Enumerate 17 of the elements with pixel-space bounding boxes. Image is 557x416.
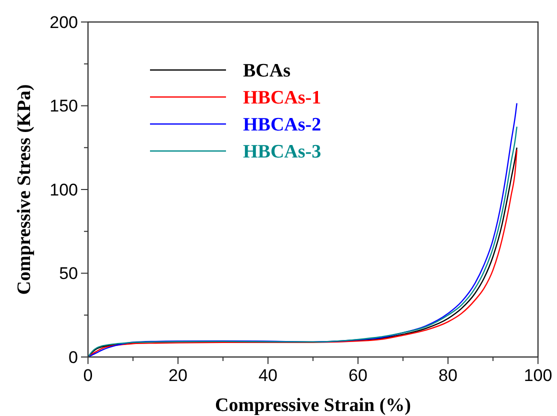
x-tick-label: 100 (524, 366, 552, 385)
legend-label: HBCAs-2 (243, 114, 322, 136)
x-tick-label: 80 (438, 366, 458, 385)
legend-label: HBCAs-3 (243, 142, 322, 163)
y-tick-label: 150 (50, 96, 78, 116)
x-tick-label: 40 (258, 366, 278, 385)
y-axis-title: Compressive Stress (KPa) (14, 84, 35, 295)
legend-label: HBCAs-1 (243, 88, 322, 109)
x-tick-label: 0 (83, 366, 93, 385)
legend-label: BCAs (243, 60, 291, 82)
y-tick-label: 50 (59, 264, 78, 284)
y-tick-label: 200 (50, 12, 78, 32)
x-tick-label: 20 (168, 366, 188, 385)
x-axis-title: Compressive Strain (%) (215, 395, 411, 416)
x-tick-label: 60 (348, 366, 368, 385)
y-tick-label: 100 (50, 180, 78, 200)
y-tick-label: 0 (68, 348, 78, 367)
